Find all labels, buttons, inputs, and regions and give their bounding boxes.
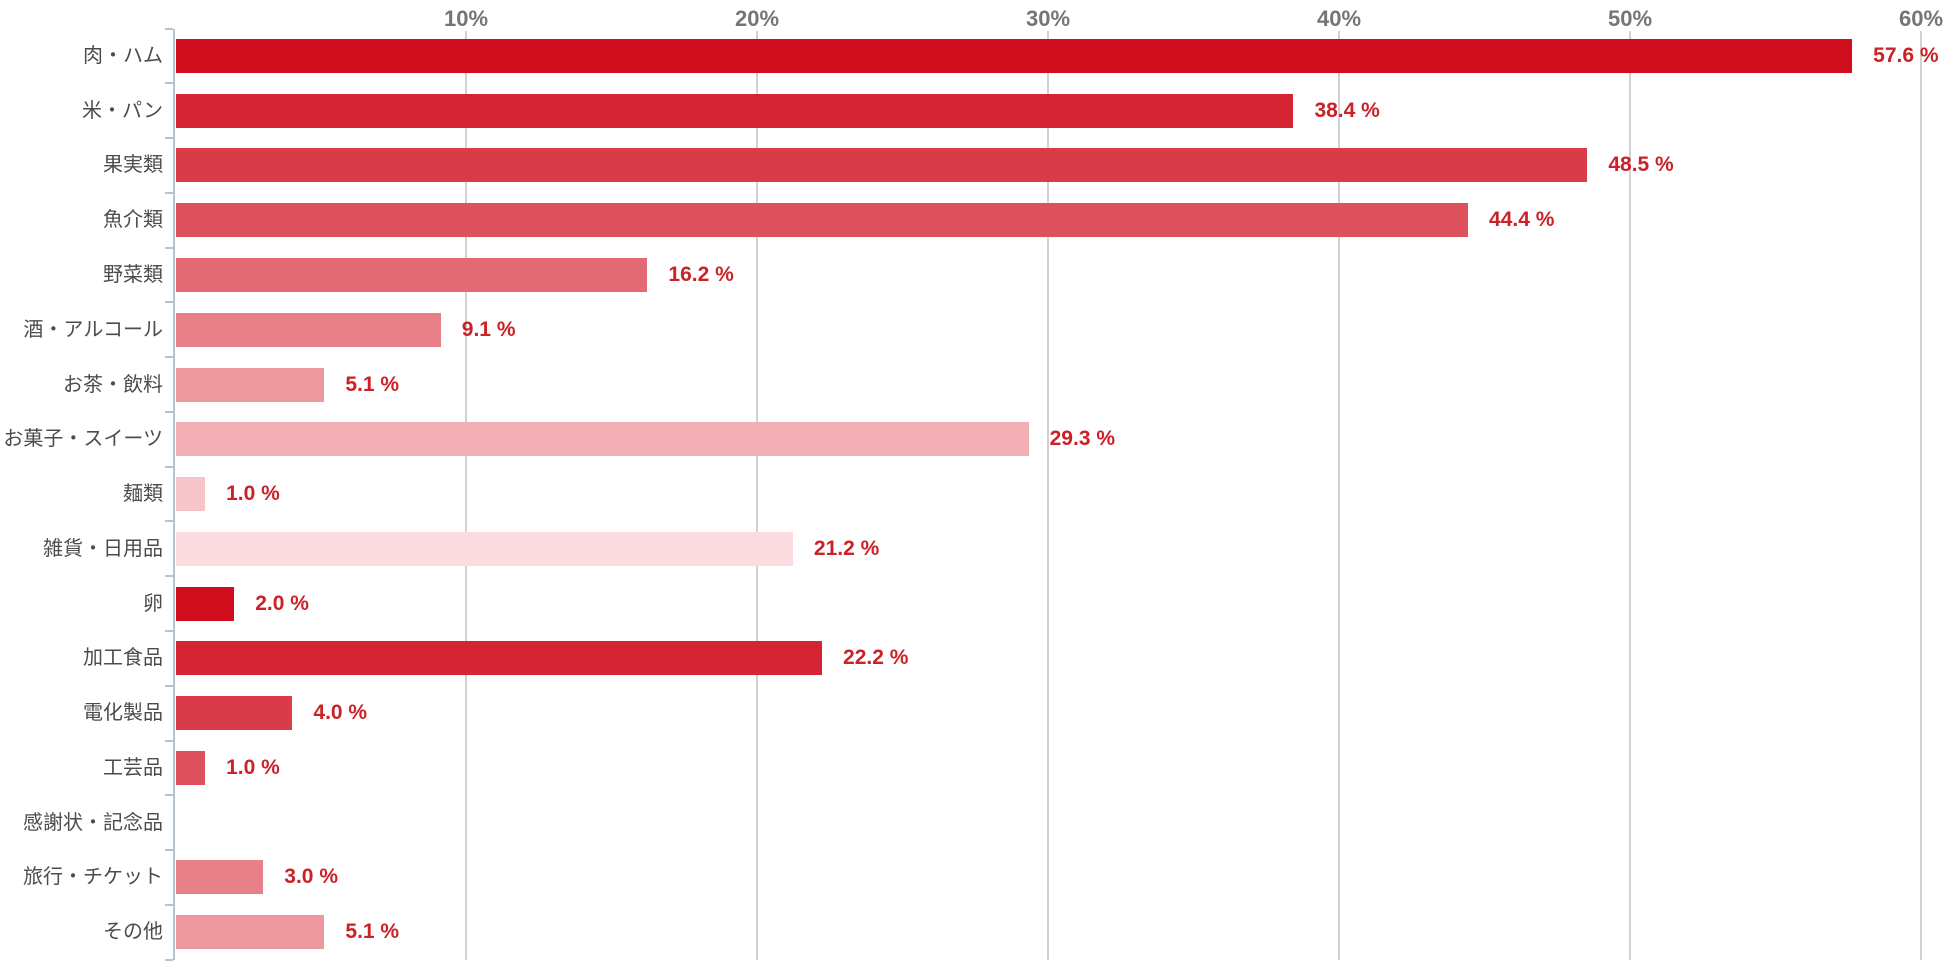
value-label: 21.2 % — [813, 536, 880, 560]
x-axis-tick-label: 20% — [734, 6, 780, 31]
value-label: 38.4 % — [1314, 98, 1380, 122]
bar — [176, 93, 1294, 128]
value-label: 48.5 % — [1608, 153, 1674, 177]
category-label: 麺類 — [123, 483, 163, 506]
category-label: その他 — [103, 921, 163, 944]
y-axis-tick — [165, 246, 173, 249]
value-label: 5.1 % — [345, 920, 400, 944]
category-label: お菓子・スイーツ — [3, 428, 163, 451]
x-axis-tick-label: 40% — [1316, 6, 1362, 31]
x-gridline — [465, 31, 467, 960]
category-label: 果実類 — [103, 154, 163, 177]
y-axis-tick — [165, 356, 173, 359]
bar — [176, 477, 206, 512]
y-axis-tick — [165, 629, 173, 632]
value-label: 2.0 % — [255, 591, 309, 615]
category-label: 卵 — [143, 592, 163, 615]
bar — [176, 531, 793, 566]
bar — [176, 586, 235, 621]
y-axis-tick — [165, 410, 173, 413]
value-label: 16.2 % — [668, 262, 734, 286]
category-label: お茶・飲料 — [63, 373, 163, 396]
category-label: 感謝状・記念品 — [23, 811, 163, 834]
category-label: 旅行・チケット — [23, 866, 163, 889]
category-label: 工芸品 — [103, 756, 163, 779]
y-axis-tick — [165, 520, 173, 523]
y-axis-tick — [165, 191, 173, 194]
bar — [176, 203, 1469, 238]
category-label: 雑貨・日用品 — [43, 537, 163, 560]
x-gridline — [1629, 31, 1631, 960]
bar — [176, 367, 325, 402]
y-axis-tick — [165, 739, 173, 742]
y-axis-tick — [165, 794, 173, 797]
x-gridline — [1338, 31, 1340, 960]
y-axis-tick — [165, 82, 173, 85]
bar — [176, 696, 293, 731]
y-axis-tick — [165, 465, 173, 468]
value-label: 9.1 % — [461, 317, 516, 341]
value-label: 22.2 % — [843, 646, 909, 670]
value-label: 1.0 % — [226, 482, 280, 506]
bar — [176, 257, 648, 292]
category-label: 魚介類 — [103, 209, 163, 232]
bar — [176, 641, 823, 676]
value-label: 57.6 % — [1873, 43, 1939, 67]
y-axis-tick — [165, 684, 173, 687]
x-gridline — [1920, 31, 1922, 960]
x-gridline — [756, 31, 758, 960]
y-axis-tick — [165, 575, 173, 578]
y-axis-tick — [165, 137, 173, 140]
value-label: 29.3 % — [1049, 427, 1116, 451]
value-label: 1.0 % — [226, 755, 280, 779]
x-axis-tick-label: 10% — [443, 6, 489, 31]
bar — [176, 312, 441, 347]
x-axis-tick-label: 30% — [1025, 6, 1071, 31]
category-label: 電化製品 — [83, 702, 163, 725]
bar — [176, 38, 1853, 73]
value-label: 44.4 % — [1489, 208, 1555, 232]
category-label: 加工食品 — [83, 647, 163, 670]
value-label: 5.1 % — [345, 372, 400, 396]
y-axis-tick — [165, 849, 173, 852]
category-label: 酒・アルコール — [23, 318, 163, 341]
x-gridline — [1047, 31, 1049, 960]
value-label: 4.0 % — [313, 701, 368, 725]
bar — [176, 422, 1029, 457]
y-axis-tick — [165, 301, 173, 304]
bar — [176, 148, 1588, 183]
category-label: 野菜類 — [103, 263, 163, 286]
y-axis-tick — [165, 27, 173, 30]
category-label: 米・パン — [82, 99, 163, 122]
value-label: 3.0 % — [284, 865, 338, 889]
category-label: 肉・ハム — [83, 44, 163, 67]
y-axis-tick — [165, 903, 173, 906]
bar — [176, 915, 325, 950]
bar — [176, 750, 206, 785]
x-axis-tick-label: 50% — [1607, 6, 1653, 31]
y-axis-line — [173, 28, 175, 960]
x-axis-tick-label: 60% — [1898, 6, 1944, 31]
bar — [176, 860, 264, 895]
